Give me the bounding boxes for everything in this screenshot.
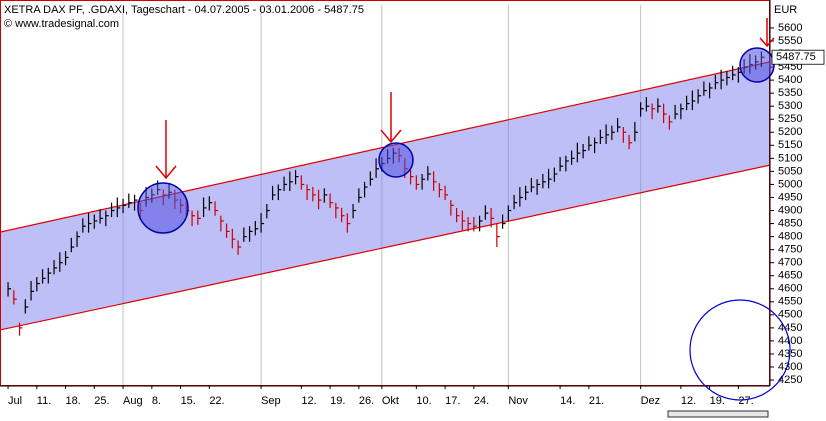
arrow: [380, 92, 402, 144]
x-tick-label: 10.: [416, 395, 431, 407]
x-tick-label: Jul: [8, 395, 22, 407]
y-tick-label: 4550: [778, 296, 802, 308]
y-tick-label: 4450: [778, 322, 802, 334]
x-tick-label: Okt: [382, 395, 399, 407]
y-tick-label: 4750: [778, 244, 802, 256]
last-price-label: 5487.75: [776, 51, 816, 63]
last-price-box: [771, 49, 825, 65]
x-tick-label: 19.: [330, 395, 345, 407]
y-tick-label: 4800: [778, 231, 802, 243]
highlight-circle: [378, 142, 414, 178]
channel-area: [0, 61, 770, 330]
x-tick-label: 25.: [94, 395, 109, 407]
x-tick-label: 24.: [474, 395, 489, 407]
y-tick-label: 5400: [778, 74, 802, 86]
x-tick-label: 18.: [66, 395, 81, 407]
y-tick-label: 4300: [778, 361, 802, 373]
arrow: [759, 18, 775, 48]
y-tick-label: 5600: [778, 22, 802, 34]
x-tick-label: 21.: [589, 395, 604, 407]
y-unit: EUR: [774, 4, 797, 16]
x-tick-label: 26.: [359, 395, 374, 407]
arrows: [155, 18, 775, 180]
y-tick-label: 4950: [778, 191, 802, 203]
x-tick-label: 8.: [152, 395, 161, 407]
x-tick-label: Dez: [641, 395, 661, 407]
x-tick-label: Aug: [123, 395, 143, 407]
x-tick-label: 12.: [681, 395, 696, 407]
highlight-circle: [137, 182, 189, 234]
x-tick-label: 17.: [445, 395, 460, 407]
scrollbar[interactable]: [667, 410, 769, 418]
y-tick-label: 5150: [778, 139, 802, 151]
y-tick-label: 5000: [778, 178, 802, 190]
y-tick-label: 5300: [778, 100, 802, 112]
y-tick-label: 4650: [778, 270, 802, 282]
y-tick-label: 4900: [778, 204, 802, 216]
y-tick-label: 5350: [778, 87, 802, 99]
volume-circle: [689, 299, 791, 401]
x-tick-label: 14.: [560, 395, 575, 407]
y-tick-label: 5050: [778, 165, 802, 177]
annotations: [137, 18, 791, 401]
x-tick-label: 12.: [301, 395, 316, 407]
y-tick-label: 5550: [778, 35, 802, 47]
x-tick-label: 11.: [37, 395, 51, 407]
y-tick-label: 4250: [778, 374, 802, 386]
y-tick-label: 4700: [778, 257, 802, 269]
y-tick-label: 5100: [778, 152, 802, 164]
highlight-circle: [739, 47, 775, 83]
chart-title: XETRA DAX PF, .GDAXI, Tageschart - 04.07…: [4, 4, 364, 16]
x-tick-label: 19.: [710, 395, 725, 407]
y-tick-label: 4400: [778, 335, 802, 347]
x-tick-label: 15.: [181, 395, 196, 407]
y-tick-label: 4500: [778, 309, 802, 321]
plot-area: [0, 5, 771, 385]
y-tick-label: 5250: [778, 113, 802, 125]
arrow: [155, 120, 177, 180]
y-tick-label: 5200: [778, 126, 802, 138]
x-tick-label: Nov: [508, 395, 528, 407]
x-tick-label: Sep: [261, 395, 281, 407]
x-tick-label: 22.: [209, 395, 224, 407]
channel-line: [0, 164, 771, 331]
y-tick-label: 4850: [778, 217, 802, 229]
source: © www.tradesignal.com: [4, 18, 119, 30]
x-tick-label: 27.: [738, 395, 753, 407]
y-tick-label: 4600: [778, 283, 802, 295]
